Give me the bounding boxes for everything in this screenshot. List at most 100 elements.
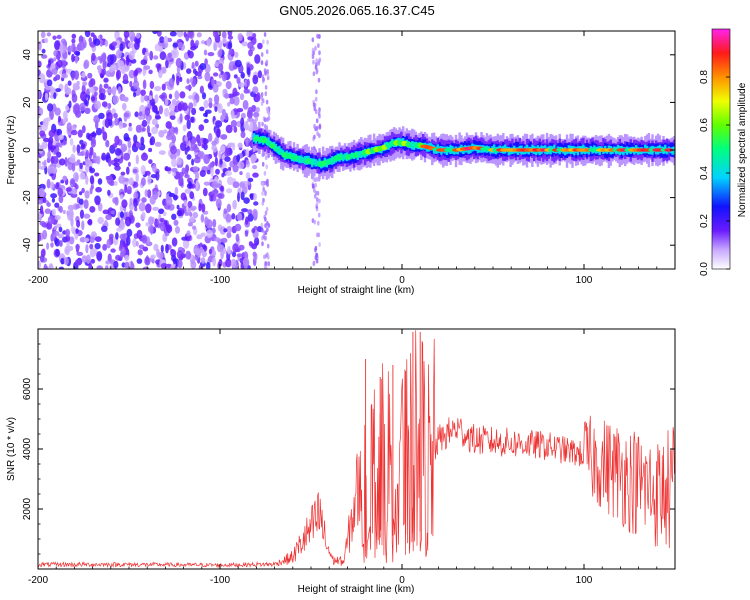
spectrogram-noise-blob bbox=[116, 69, 121, 80]
spectrogram-noise-blob bbox=[215, 198, 222, 209]
spectrogram-noise-blob bbox=[79, 209, 85, 219]
spectrogram-noise-blob bbox=[38, 187, 45, 198]
spectrogram-noise-blob bbox=[90, 258, 96, 264]
spectrogram-noise-blob bbox=[314, 182, 318, 188]
spectrogram-noise-blob bbox=[192, 225, 197, 230]
snr-xtick-label: 0 bbox=[399, 575, 405, 586]
spectrogram-noise-blob bbox=[68, 157, 76, 163]
spectrogram-noise-blob bbox=[127, 161, 131, 167]
spectrogram-noise-blob bbox=[56, 151, 62, 158]
spectrogram-noise-blob bbox=[234, 223, 242, 232]
spectrogram-noise-blob bbox=[113, 162, 120, 168]
spectrogram-noise-blob bbox=[56, 59, 63, 68]
spectrogram-noise-blob bbox=[220, 134, 227, 140]
spectrogram-noise-blob bbox=[117, 86, 122, 95]
spectrogram-noise-blob bbox=[75, 243, 80, 251]
spectrogram-ylabel: Frequency (Hz) bbox=[6, 116, 17, 185]
spectrogram-noise-blob bbox=[100, 53, 107, 63]
spectrogram-noise-blob bbox=[194, 60, 199, 67]
spectrogram-noise-blob bbox=[89, 247, 96, 258]
spectrogram-noise-blob bbox=[83, 61, 88, 69]
spectrogram-noise-blob bbox=[159, 217, 165, 223]
spectrogram-noise-blob bbox=[38, 199, 43, 205]
spectrogram-noise-blob bbox=[75, 51, 80, 57]
spectrogram-noise-blob bbox=[317, 60, 321, 66]
spectrogram-noise-blob bbox=[240, 131, 246, 139]
colorbar-tick-label: 0.2 bbox=[699, 214, 710, 228]
spectrogram-noise-blob bbox=[218, 63, 224, 72]
spectrogram-noise-blob bbox=[107, 54, 114, 63]
spectrogram-noise-blob bbox=[219, 159, 223, 165]
spectrogram-noise-blob bbox=[108, 157, 112, 167]
spectrogram-noise-blob bbox=[120, 220, 125, 231]
spectrogram-noise-blob bbox=[73, 103, 80, 113]
spectrogram-noise-blob bbox=[171, 167, 178, 173]
spectrogram-noise-blob bbox=[41, 141, 48, 149]
spectrogram-noise-blob bbox=[252, 86, 259, 94]
spectrogram-noise-blob bbox=[58, 134, 64, 141]
colorbar-ticks: 0.0 0.2 0.4 0.6 0.8 bbox=[699, 70, 730, 276]
spectrogram-noise-blob bbox=[165, 196, 173, 206]
spectrogram-noise-blob bbox=[182, 239, 190, 249]
spectrogram-noise-blob bbox=[89, 175, 95, 185]
spectrogram-noise-blob bbox=[127, 139, 132, 149]
spectrogram-noise-blob bbox=[265, 253, 268, 259]
spectrogram-noise-blob bbox=[49, 109, 54, 119]
spectrogram-noise-blob bbox=[151, 164, 157, 173]
spectrogram-noise-blob bbox=[51, 67, 58, 75]
spectrogram-noise-blob bbox=[159, 222, 166, 232]
spectrogram-noise-blob bbox=[223, 208, 228, 215]
spectrogram-noise-blob bbox=[238, 244, 245, 251]
spectrogram-noise-blob bbox=[168, 192, 176, 198]
spectrogram-noise-blob bbox=[159, 36, 165, 44]
spectrogram-noise-blob bbox=[267, 254, 270, 260]
spectrogram-noise-blob bbox=[223, 228, 228, 233]
spectrogram-noise-blob bbox=[43, 159, 47, 169]
spectrogram-noise-blob bbox=[246, 67, 251, 76]
spectrogram-noise-blob bbox=[158, 208, 165, 214]
spectrogram-noise-blob bbox=[180, 142, 187, 152]
spectrogram-noise-blob bbox=[171, 158, 177, 168]
spectrogram-noise-blob bbox=[262, 186, 266, 192]
spectrogram-noise-blob bbox=[212, 31, 219, 38]
spectrogram-noise-blob bbox=[263, 32, 267, 37]
spectrogram-noise-blob bbox=[217, 192, 225, 199]
spectrogram-noise-blob bbox=[55, 182, 60, 190]
spectrogram-noise-blob bbox=[148, 147, 153, 153]
spectrogram-noise-blob bbox=[39, 130, 46, 137]
spectrogram-noise-blob bbox=[198, 264, 204, 269]
spectrogram-noise-blob bbox=[142, 79, 147, 90]
spectrogram-noise-blob bbox=[75, 184, 79, 190]
spectrogram-noise-blob bbox=[219, 226, 227, 235]
spectrogram-noise-blob bbox=[123, 112, 130, 118]
spectrogram-noise-blob bbox=[76, 251, 84, 256]
spectrogram-noise-blob bbox=[263, 117, 267, 123]
spectrogram-marks bbox=[38, 31, 675, 269]
spectrogram-noise-blob bbox=[115, 254, 121, 261]
spectrogram-noise-blob bbox=[238, 82, 245, 88]
spectrogram-noise-blob bbox=[160, 263, 168, 269]
spectrogram-noise-blob bbox=[135, 142, 142, 148]
spectrogram-noise-blob bbox=[128, 122, 132, 127]
spectrogram-noise-blob bbox=[135, 32, 141, 39]
spectrogram-noise-blob bbox=[199, 85, 204, 94]
spectrogram-noise-blob bbox=[246, 78, 250, 87]
spectrogram-noise-blob bbox=[314, 46, 317, 51]
spectrogram-noise-blob bbox=[94, 172, 100, 177]
spectrogram-noise-blob bbox=[80, 143, 86, 150]
spectrogram-noise-blob bbox=[56, 34, 62, 40]
spectrogram-noise-blob bbox=[186, 154, 192, 160]
spectrogram-noise-blob bbox=[239, 182, 246, 189]
spectrogram-noise-blob bbox=[38, 232, 42, 243]
spectrogram-noise-blob bbox=[198, 203, 202, 212]
spectrogram-noise-blob bbox=[232, 164, 239, 173]
spectrogram-noise-blob bbox=[87, 72, 93, 79]
spectrogram-noise-blob bbox=[53, 225, 57, 231]
spectrogram-noise-blob bbox=[38, 260, 42, 269]
spectrogram-noise-blob bbox=[62, 209, 66, 215]
spectrogram-noise-blob bbox=[55, 88, 61, 93]
spectrogram-noise-blob bbox=[88, 86, 95, 93]
spectrogram-noise-blob bbox=[242, 100, 249, 110]
spectrogram-noise-blob bbox=[254, 54, 261, 64]
spectrogram-noise-blob bbox=[191, 107, 197, 116]
